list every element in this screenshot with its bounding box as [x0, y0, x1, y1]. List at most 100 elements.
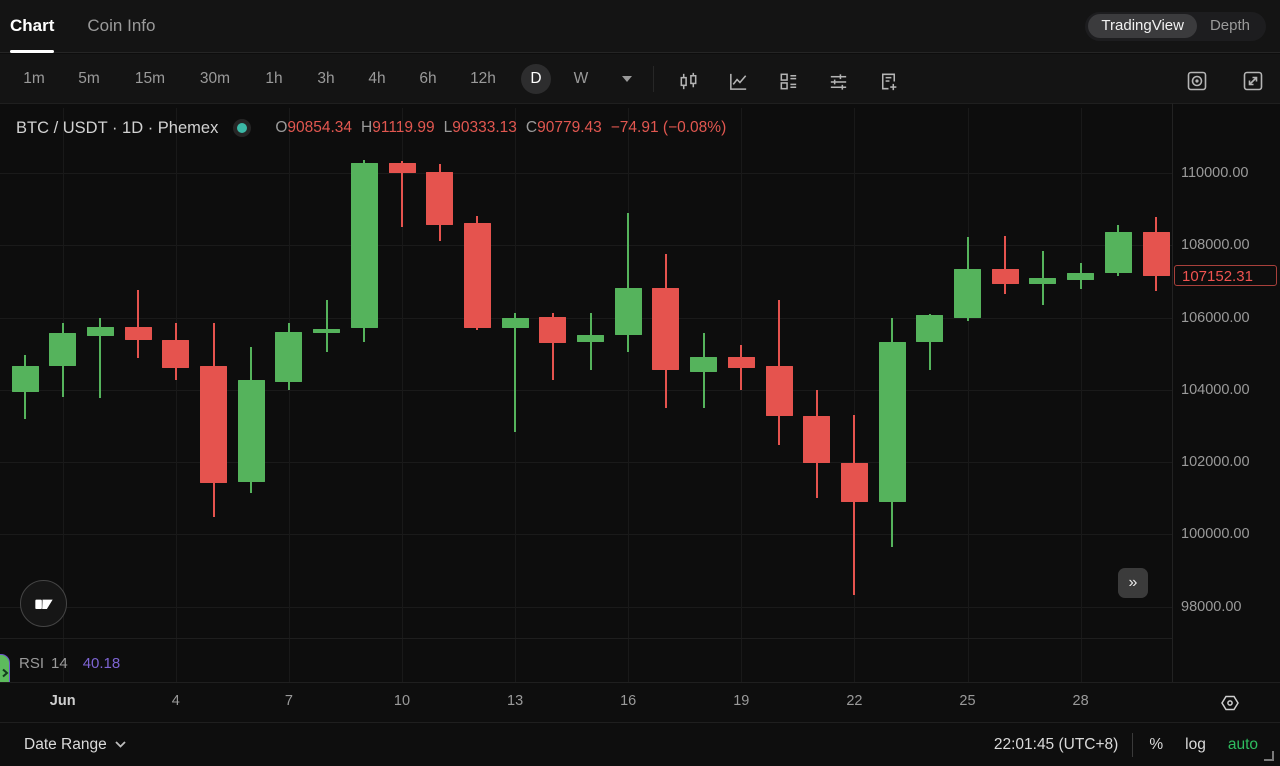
timeframe-30m[interactable]: 30m — [199, 69, 231, 87]
h-gridline — [0, 606, 1172, 608]
timeframe-1h[interactable]: 1h — [265, 69, 283, 87]
current-price-tag: 107152.31 — [1174, 264, 1277, 286]
caret-down-icon — [622, 75, 632, 82]
candle-down — [727, 356, 755, 369]
candle-wick — [1041, 251, 1044, 305]
bottom-bar: Date Range 22:01:45 (UTC+8) % log auto — [0, 722, 1280, 766]
add-note-button[interactable] — [874, 67, 902, 95]
tab-coin-info[interactable]: Coin Info — [87, 16, 156, 35]
high-label: H — [361, 119, 373, 136]
snapshot-button[interactable] — [1183, 67, 1211, 95]
time-axis-label: Jun — [49, 693, 76, 709]
candle-wick — [514, 313, 517, 432]
low-value: 90333.13 — [452, 119, 517, 136]
candle-down — [162, 339, 190, 369]
indicator-settings-button[interactable] — [824, 67, 852, 95]
timeframe-more-caret[interactable] — [622, 54, 632, 103]
change-percent: (−0.08%) — [662, 119, 727, 136]
timeframe-W[interactable]: W — [573, 69, 589, 87]
price-axis-label: 106000.00 — [1181, 309, 1250, 326]
percent-scale-button[interactable]: % — [1149, 735, 1164, 753]
candle-up — [1104, 231, 1132, 274]
resize-corner-handle[interactable] — [1264, 751, 1274, 761]
date-range-label: Date Range — [24, 735, 107, 753]
time-axis-label: 28 — [1072, 693, 1089, 709]
rsi-name: RSI — [19, 654, 45, 672]
timeframe-D[interactable]: D — [521, 54, 551, 103]
candle-down — [200, 365, 227, 483]
candle-up — [954, 269, 981, 318]
price-axis-label: 108000.00 — [1181, 237, 1250, 254]
candle-up — [275, 331, 303, 382]
timeframe-6h[interactable]: 6h — [419, 69, 437, 87]
fullscreen-button[interactable] — [1239, 67, 1267, 95]
axis-settings-button[interactable] — [1217, 690, 1243, 716]
auto-scale-button[interactable]: auto — [1227, 735, 1258, 753]
timeframe-1m[interactable]: 1m — [23, 69, 45, 87]
candle-up — [86, 326, 114, 336]
toggle-tradingview[interactable]: TradingView — [1088, 14, 1197, 38]
candle-down — [388, 162, 416, 173]
timeframe-4h[interactable]: 4h — [368, 69, 386, 87]
v-gridline — [741, 108, 743, 682]
toggle-depth[interactable]: Depth — [1209, 17, 1250, 34]
log-scale-button[interactable]: log — [1185, 735, 1206, 753]
candle-wick — [99, 317, 102, 398]
footer-divider — [1132, 732, 1134, 757]
chart-toolbar: 1m 5m 15m 30m 1h 3h 4h 6h 12h D W — [0, 54, 1280, 104]
candle-down — [426, 171, 454, 225]
candle-down — [124, 326, 152, 340]
candle-down — [803, 416, 831, 464]
candles-style-button[interactable] — [674, 67, 702, 95]
rsi-period: 14 — [51, 654, 68, 672]
timeframe-12h[interactable]: 12h — [470, 69, 496, 87]
candle-up — [916, 315, 944, 343]
candle-up — [1029, 278, 1057, 284]
line-chart-icon — [729, 73, 746, 90]
symbol-title: BTC / USDT · 1D · Phemex — [16, 118, 219, 137]
candle-wick — [325, 300, 328, 352]
change-value: −74.91 — [610, 119, 659, 136]
candle-up — [614, 287, 642, 335]
line-chart-button[interactable] — [724, 67, 752, 95]
high-value: 91119.99 — [372, 119, 435, 136]
candle-down — [1142, 231, 1170, 276]
candle-up — [237, 380, 265, 482]
candle-down — [765, 365, 793, 417]
open-value: 90854.34 — [287, 119, 353, 136]
candle-up — [49, 333, 77, 367]
left-edge-panel-handle[interactable] — [0, 655, 9, 691]
tradingview-logo[interactable] — [20, 580, 67, 627]
tab-chart[interactable]: Chart — [10, 0, 55, 53]
hexagon-settings-icon — [1221, 695, 1239, 711]
price-axis-label: 104000.00 — [1181, 381, 1250, 398]
close-label: C — [525, 119, 538, 136]
view-toggle: TradingView Depth — [1085, 11, 1266, 41]
candle-down — [539, 317, 567, 344]
v-gridline — [854, 108, 856, 682]
timeframe-5m[interactable]: 5m — [78, 69, 100, 87]
low-label: L — [443, 119, 453, 136]
time-axis-label: 25 — [959, 693, 976, 709]
candle-up — [11, 366, 39, 392]
price-axis-label: 98000.00 — [1181, 598, 1242, 615]
timeframe-3h[interactable]: 3h — [317, 69, 335, 87]
live-indicator-icon — [237, 123, 248, 133]
time-axis-label: 4 — [171, 693, 180, 709]
timeframe-15m[interactable]: 15m — [134, 69, 166, 87]
time-axis-label: 22 — [846, 693, 863, 709]
h-gridline — [0, 317, 1172, 319]
time-axis[interactable]: Jun 4 7 10 13 16 19 22 25 28 — [0, 682, 1280, 723]
date-range-button[interactable]: Date Range — [24, 736, 126, 754]
status-dot — [233, 119, 252, 137]
collapse-panel-button[interactable]: » — [1118, 568, 1148, 598]
time-axis-label: 13 — [507, 693, 524, 709]
v-gridline — [175, 108, 177, 682]
rsi-value: 40.18 — [82, 654, 121, 672]
time-axis-label: 19 — [733, 693, 750, 709]
price-axis-label: 110000.00 — [1181, 165, 1249, 181]
v-gridline — [967, 108, 969, 682]
ohlc-values: O 90854.34 H 91119.99 L 90333.13 C 90779… — [275, 119, 726, 137]
price-axis-label: 100000.00 — [1181, 526, 1250, 543]
template-button[interactable] — [774, 67, 802, 95]
